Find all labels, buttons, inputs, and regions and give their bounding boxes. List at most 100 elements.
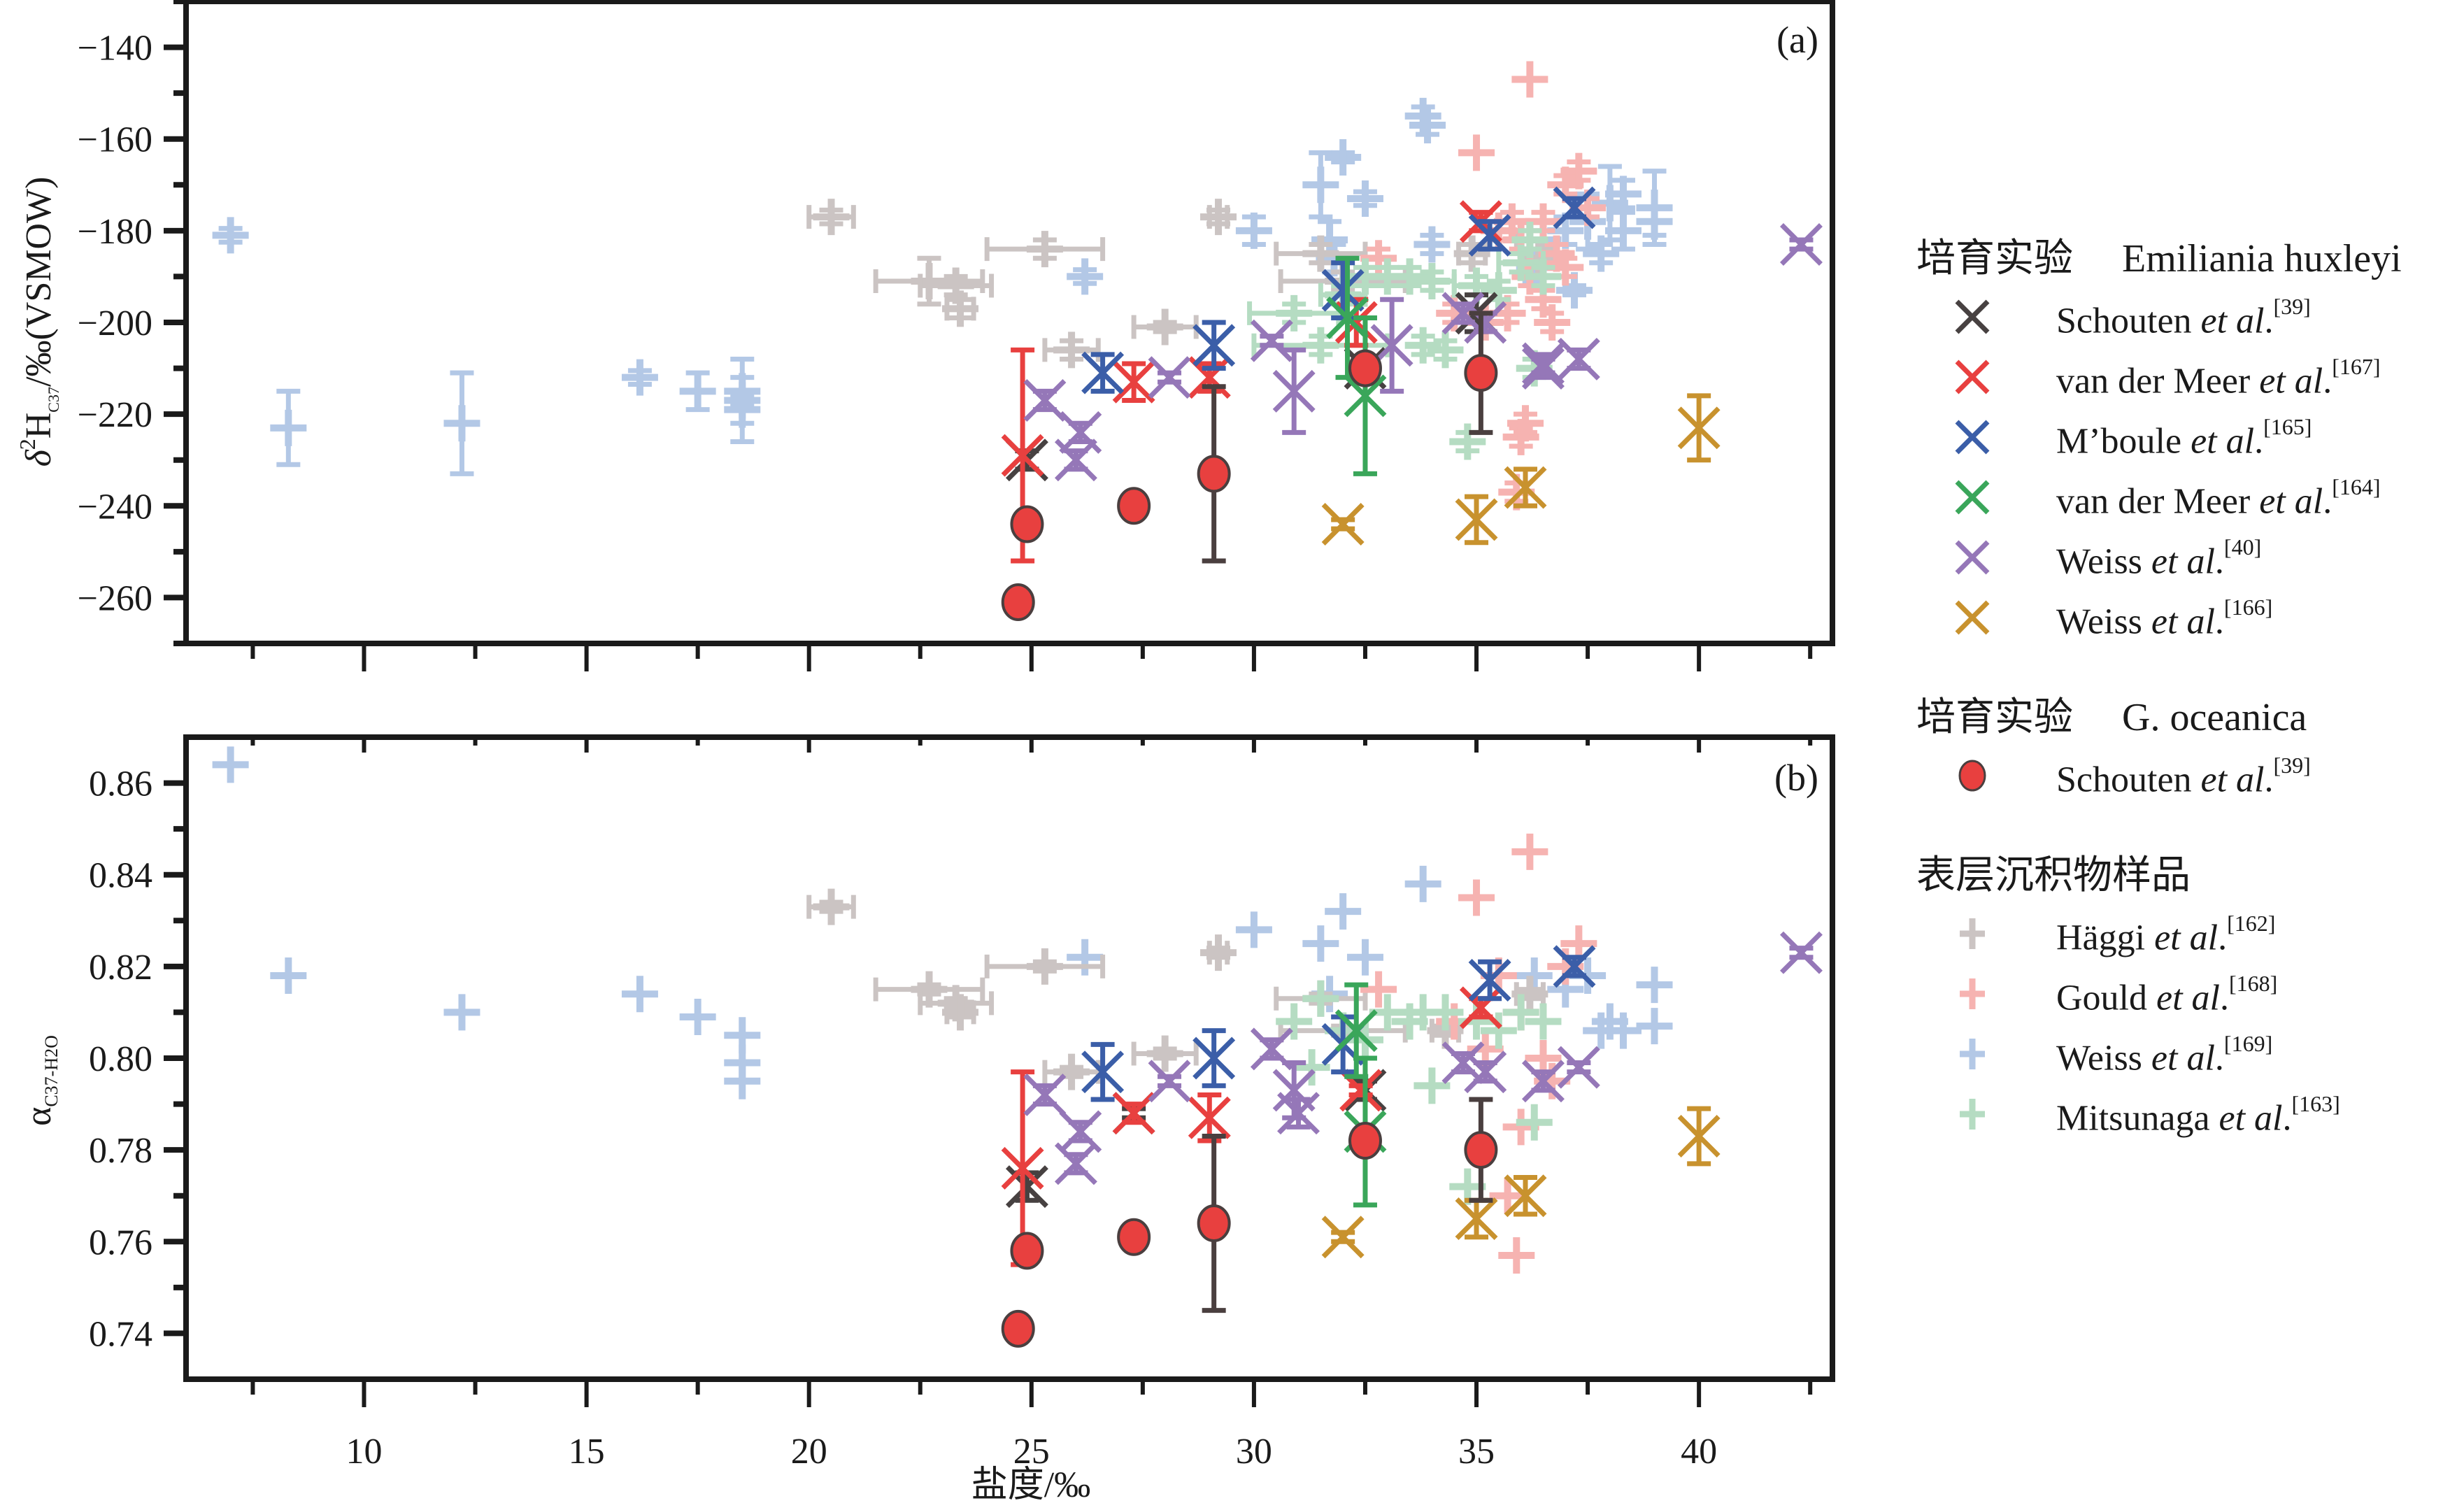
data-point-weiss169 [1583,235,1620,272]
data-point-haggi162 [806,888,856,925]
x-marker [1955,480,1990,515]
data-point-mitsunaga163 [1480,1012,1517,1049]
data-point-gould168 [1511,833,1548,870]
data-point-weiss169 [443,994,480,1031]
panel-a: −140 −160 −180 −200 −220 −240 −260 (a) δ2HC37/… [15,0,1835,671]
legend-reference: [164] [2332,474,2381,500]
data-point-weiss169 [724,391,761,428]
series-vdmeer167 [1001,986,1502,1267]
x-marker [1192,324,1236,367]
legend-item-mitsunaga163: Mitsunaga et al.[163] [1916,1084,2462,1144]
legend-author: M’boule [2056,421,2191,462]
y-tick-label: 0.78 [89,1131,152,1171]
legend-author: Weiss [2056,601,2151,642]
legend-dot: . [2282,1098,2292,1139]
x-marker [1054,439,1097,482]
data-point-weiss40 [1441,292,1485,335]
legend-etal: et al [2151,541,2215,582]
legend-group-species: Emiliania huxleyi [2122,237,2402,280]
legend-item-schouten39_go: Schouten et al.[39] [1916,746,2462,806]
circle-marker [1348,349,1382,387]
x-marker [1081,351,1125,394]
legend-item-vdmeer167: van der Meer et al.[167] [1916,347,2462,407]
data-point-schouten39_go [1197,1133,1231,1313]
data-point-weiss40 [1148,1060,1191,1103]
legend-item-mboule165: M’boule et al.[165] [1916,407,2462,467]
data-point-mitsunaga163 [1276,1003,1313,1040]
x-marker [1250,1027,1293,1071]
legend-etal: et al [2154,918,2219,958]
x-marker [1272,369,1316,413]
y-axis-b: 0.74 0.76 0.78 0.80 0.82 0.84 0.86 [89,764,186,1354]
data-point-weiss169 [621,359,658,396]
legend-item-label: M’boule et al.[165] [2056,402,2312,471]
legend-etal: et al [2191,421,2255,462]
data-point-weiss169 [1302,150,1339,220]
circle-marker [1348,1122,1382,1160]
y-tick-label: −180 [78,212,152,252]
series-mitsunaga163 [1276,980,1562,1205]
legend-dot: . [2214,601,2224,642]
y-axis-a: −140 −160 −180 −200 −220 −240 −260 [78,0,186,646]
data-point-weiss169 [443,370,480,476]
data-point-schouten39_go [1001,583,1035,621]
series-schouten39_go [1001,1097,1498,1348]
data-point-mitsunaga163 [1516,1104,1553,1141]
legend-item-weiss166: Weiss et al.[166] [1916,587,2462,648]
data-point-weiss166 [1677,393,1721,463]
x-marker [1023,378,1067,422]
data-point-mitsunaga163 [1293,1049,1330,1086]
data-point-weiss166 [1677,1106,1721,1167]
legend-dot: . [2323,361,2333,401]
legend-symbol-plus [1960,1039,1985,1069]
data-point-weiss40 [1023,378,1067,422]
data-point-weiss169 [1413,226,1451,263]
x-marker [1955,359,1990,394]
data-point-weiss40 [1521,1060,1565,1103]
data-point-gould168 [1534,304,1571,341]
data-point-weiss40 [1521,347,1565,390]
data-point-weiss40 [1370,297,1413,394]
x-marker [1455,1197,1498,1240]
legend-group-label: 培育实验 [1916,696,2073,739]
data-point-mitsunaga163 [1525,258,1562,295]
circle-marker [1117,1218,1151,1256]
legend-etal: et al [2219,1098,2283,1139]
x-marker [1955,420,1990,455]
x-marker [1557,337,1600,380]
data-point-mboule165 [1468,213,1511,257]
data-point-weiss169 [1346,180,1383,217]
legend-reference: [163] [2291,1091,2340,1117]
data-point-weiss169 [1067,939,1104,976]
data-point-weiss169 [1325,138,1362,176]
x-marker [1054,1142,1097,1185]
x-marker [1321,1216,1365,1259]
data-point-mboule165 [1081,1041,1125,1102]
y-axis-title-b: αC37-H2O [19,1035,62,1126]
data-point-haggi162 [1200,934,1237,971]
data-point-weiss40 [1441,1041,1485,1085]
x-marker [1553,186,1596,229]
legend-author: van der Meer [2056,481,2260,522]
x-tick-label: 40 [1681,1432,1717,1472]
legend-etal: et al [2151,601,2215,642]
circle-marker [1958,760,1986,792]
data-point-vdmeer164 [1326,255,1369,380]
series-weiss166 [1321,393,1721,546]
data-point-weiss40 [1250,319,1293,362]
data-point-mitsunaga163 [1449,423,1486,460]
legend-etal: et al [2259,361,2323,401]
data-point-weiss169 [724,1062,761,1099]
data-point-gould168 [1507,405,1544,442]
data-point-schouten39_go [1464,1097,1498,1203]
legend: 培育实验 Emiliania huxleyi Schouten et al.[39]… [1916,231,2462,1144]
legend-item-weiss169: Weiss et al.[169] [1916,1024,2462,1084]
data-point-gould168 [1511,61,1548,98]
data-point-mitsunaga163 [1407,262,1457,299]
data-point-weiss169 [1604,176,1642,213]
legend-item-label: Schouten et al.[39] [2056,282,2311,351]
legend-item-weiss40: Weiss et al.[40] [1916,527,2462,587]
data-point-vdmeer164 [1334,982,1378,1079]
x-marker [1334,301,1378,344]
legend-etal: et al [2259,481,2323,522]
